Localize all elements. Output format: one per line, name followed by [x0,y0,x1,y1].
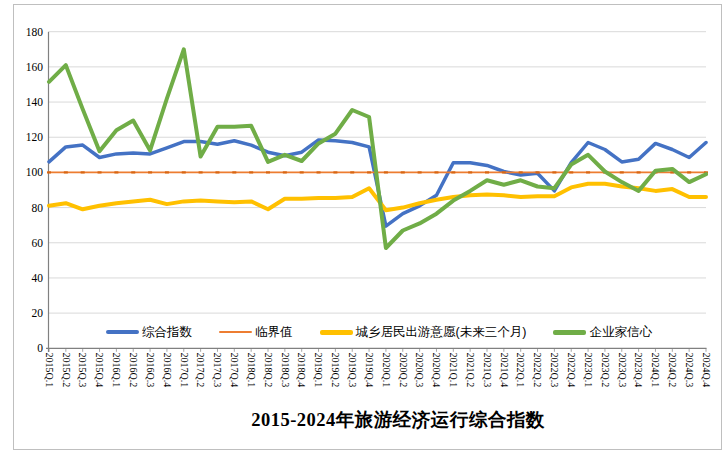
x-axis-tick-label: 2024Q.3 [684,353,695,388]
legend-item-critical-value: 临界值 [219,326,293,339]
x-axis-tick-label: 2017Q.1 [179,353,190,388]
x-axis-tick-label: 2024Q.1 [650,353,661,388]
x-axis-tick-label: 2018Q.4 [296,353,307,388]
x-axis-tick-label: 2018Q.2 [263,353,274,388]
x-axis-tick-label: 2017Q.2 [195,353,206,388]
chart-legend: 综合指数 临界值 城乡居民出游意愿(未来三个月) 企业家信心 [49,321,709,343]
legend-item-composite-index: 综合指数 [106,326,192,339]
x-axis-tick-label: 2022Q.1 [515,353,526,388]
x-axis-tick-label: 2015Q.3 [77,353,88,388]
legend-line-swatch-orange [219,331,252,333]
x-axis-tick-label: 2020Q.4 [431,353,442,388]
x-axis-tick-label: 2015Q.2 [61,353,72,388]
y-axis-tick-label: 180 [26,26,44,38]
x-axis-tick-label: 2022Q.2 [532,353,543,388]
x-axis-tick-label: 2023Q.1 [583,353,594,388]
x-axis-tick-label: 2023Q.4 [633,353,644,388]
x-axis-tick-label: 2020Q.3 [414,353,425,388]
x-axis-tick-label: 2019Q.4 [364,353,375,388]
x-axis-tick-label: 2021Q.1 [448,353,459,388]
x-axis-tick-label: 2022Q.3 [549,353,560,388]
x-axis-tick-label: 2017Q.4 [229,353,240,388]
x-axis-tick-label: 2015Q.4 [94,353,105,388]
x-axis-tick-label: 2019Q.1 [313,353,324,388]
chart-title: 2015-2024年旅游经济运行综合指数 [35,407,726,432]
legend-label: 企业家信心 [589,326,652,339]
x-axis-tick-label: 2018Q.1 [246,353,257,388]
series-line-3 [49,49,706,248]
x-axis-tick-label: 2017Q.3 [212,353,223,388]
y-axis-tick-label: 20 [32,307,44,319]
y-axis-tick-label: 40 [32,272,44,284]
y-axis-tick-label: 60 [32,237,44,249]
x-axis-tick-label: 2024Q.2 [667,353,678,388]
line-chart-canvas: 0 20 40 60 80 100 120 140 160 180 2015Q.1 2015Q.2 20… [0,0,726,454]
legend-item-entrepreneur-confidence: 企业家信心 [553,326,652,339]
x-axis-tick-label: 2022Q.4 [566,353,577,388]
x-axis-tick-label: 2019Q.3 [347,353,358,388]
x-axis-tick-label: 2016Q.1 [111,353,122,388]
legend-label: 综合指数 [142,326,192,339]
legend-label: 城乡居民出游意愿(未来三个月) [356,326,527,339]
x-axis-tick-label: 2023Q.2 [600,353,611,388]
x-axis-tick-label: 2015Q.1 [44,353,55,388]
legend-line-swatch-yellow [320,330,353,335]
x-axis-tick-label: 2016Q.4 [162,353,173,388]
legend-line-swatch-blue [106,330,139,334]
y-axis-tick-label: 80 [32,202,44,214]
y-axis-tick-label: 120 [26,131,44,143]
x-axis-tick-label: 2021Q.2 [465,353,476,388]
legend-label: 临界值 [255,326,293,339]
x-axis-tick-label: 2024Q.4 [701,353,712,388]
x-axis-tick-label: 2020Q.2 [398,353,409,388]
x-axis-tick-label: 2023Q.3 [617,353,628,388]
x-axis-tick-label: 2016Q.3 [145,353,156,388]
x-axis-tick-label: 2016Q.2 [128,353,139,388]
y-axis-tick-label: 160 [26,61,44,73]
x-axis-tick-label: 2021Q.3 [482,353,493,388]
legend-line-swatch-green [553,330,586,335]
y-axis-tick-label: 100 [26,166,44,178]
x-axis-tick-label: 2018Q.3 [280,353,291,388]
x-axis-tick-label: 2020Q.1 [381,353,392,388]
y-axis-tick-label: 140 [26,96,44,108]
legend-item-travel-intention: 城乡居民出游意愿(未来三个月) [320,326,527,339]
y-axis-tick-label: 0 [37,342,43,354]
x-axis-tick-label: 2019Q.2 [330,353,341,388]
x-axis-tick-label: 2021Q.4 [499,353,510,388]
